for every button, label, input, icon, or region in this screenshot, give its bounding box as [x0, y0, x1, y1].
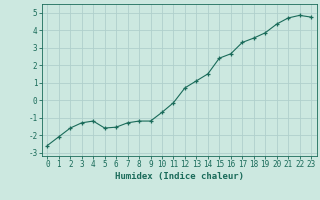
X-axis label: Humidex (Indice chaleur): Humidex (Indice chaleur) [115, 172, 244, 181]
